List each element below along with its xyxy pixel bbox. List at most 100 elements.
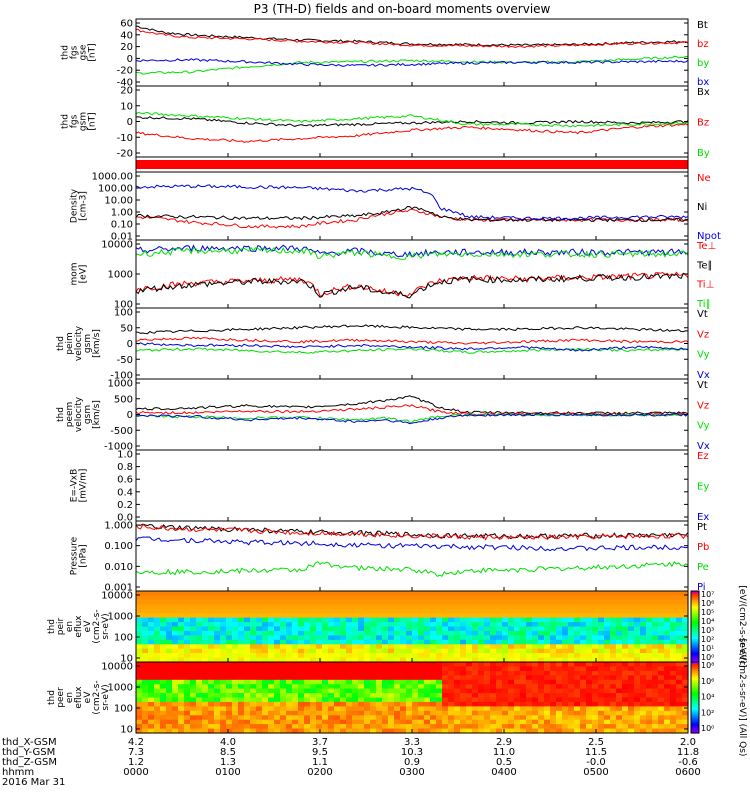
spectrogram-cell — [256, 662, 263, 667]
spectrogram-cell — [280, 622, 287, 628]
spectrogram-cell — [658, 653, 665, 659]
spectrogram-cell — [328, 595, 335, 601]
spectrogram-cell — [316, 706, 323, 712]
spectrogram-cell — [202, 728, 209, 734]
spectrogram-cell — [442, 617, 449, 623]
spectrogram-cell — [364, 626, 371, 632]
spectrogram-cell — [646, 630, 653, 636]
spectrogram-cell — [334, 684, 341, 690]
spectrogram-cell — [268, 701, 275, 707]
spectrogram-cell — [574, 617, 581, 623]
spectrogram-cell — [556, 639, 563, 645]
spectrogram-cell — [610, 679, 617, 685]
spectrogram-cell — [592, 644, 599, 650]
spectrogram-cell — [538, 604, 545, 610]
spectrogram-cell — [424, 639, 431, 645]
spectrogram-cell — [358, 706, 365, 712]
spectrogram-cell — [256, 653, 263, 659]
spectrogram-cell — [670, 728, 677, 734]
spectrogram-cell — [262, 630, 269, 636]
spectrogram-cell — [538, 622, 545, 628]
spectrogram-cell — [208, 644, 215, 650]
spectrogram-cell — [682, 679, 689, 685]
spectrogram-cell — [658, 701, 665, 707]
spectrogram-cell — [538, 679, 545, 685]
spectrogram-cell — [364, 688, 371, 694]
spectrogram-cell — [154, 648, 161, 654]
spectrogram-cell — [586, 648, 593, 654]
spectrogram-cell — [598, 635, 605, 641]
spectrogram-cell — [232, 648, 239, 654]
spectrogram-cell — [268, 684, 275, 690]
spectrogram-cell — [658, 693, 665, 699]
spectrogram-cell — [424, 719, 431, 725]
spectrogram-cell — [382, 675, 389, 681]
spectrogram-cell — [544, 679, 551, 685]
spectrogram-cell — [604, 595, 611, 601]
spectrogram-cell — [418, 715, 425, 721]
spectrogram-cell — [226, 715, 233, 721]
spectrogram-cell — [412, 626, 419, 632]
spectrogram-cell — [286, 724, 293, 730]
spectrogram-cell — [178, 666, 185, 672]
spectrogram-cell — [298, 630, 305, 636]
spectrogram-cell — [568, 599, 575, 605]
spectrogram-cell — [358, 728, 365, 734]
spectrogram-cell — [412, 657, 419, 663]
spectrogram-cell — [658, 670, 665, 676]
spectrogram-cell — [664, 657, 671, 663]
spectrogram-cell — [238, 670, 245, 676]
colorbar-swatch — [691, 624, 699, 628]
spectrogram-cell — [478, 728, 485, 734]
spectrogram-cell — [508, 622, 515, 628]
spectrogram-cell — [454, 701, 461, 707]
spectrogram-cell — [244, 688, 251, 694]
spectrogram-cell — [550, 728, 557, 734]
spectrogram-cell — [676, 613, 683, 619]
spectrogram-cell — [154, 657, 161, 663]
spectrogram-cell — [310, 639, 317, 645]
spectrogram-cell — [364, 622, 371, 628]
spectrogram-cell — [448, 710, 455, 716]
y-axis-label-line: fgs — [70, 45, 80, 59]
colorbar-swatch — [691, 633, 699, 636]
spectrogram-cell — [628, 653, 635, 659]
spectrogram-cell — [616, 719, 623, 725]
spectrogram-cell — [574, 622, 581, 628]
spectrogram-cell — [202, 706, 209, 712]
colorbar-frame — [690, 661, 700, 734]
spectrogram-cell — [322, 653, 329, 659]
series-Vt — [135, 324, 689, 335]
spectrogram-cell — [154, 591, 161, 596]
spectrogram-cell — [490, 657, 497, 663]
legend-Ex: Ex — [697, 512, 709, 523]
spectrogram-cell — [376, 675, 383, 681]
spectrogram-cell — [262, 599, 269, 605]
spectrogram-cell — [274, 706, 281, 712]
spectrogram-cell — [406, 697, 413, 703]
spectrogram-cell — [148, 719, 155, 725]
spectrogram-cell — [508, 697, 515, 703]
spectrogram-cell — [598, 644, 605, 650]
spectrogram-cell — [442, 724, 449, 730]
spectrogram-cell — [682, 626, 689, 632]
spectrogram-cell — [658, 715, 665, 721]
spectrogram-cell — [508, 710, 515, 716]
spectrogram-cell — [364, 697, 371, 703]
spectrogram-cell — [322, 679, 329, 685]
spectrogram-cell — [490, 679, 497, 685]
xaxis-value: 2.0 — [680, 737, 696, 748]
spectrogram-cell — [604, 657, 611, 663]
spectrogram-cell — [604, 604, 611, 610]
spectrogram-cell — [610, 639, 617, 645]
y-axis-label-line: E=-VxB — [70, 469, 80, 503]
spectrogram-cell — [382, 728, 389, 734]
spectrogram-cell — [340, 648, 347, 654]
spectrogram-cell — [538, 613, 545, 619]
spectrogram-cell — [304, 591, 311, 596]
spectrogram-cell — [298, 670, 305, 676]
colorbar-swatch — [691, 603, 699, 606]
spectrogram-cell — [556, 715, 563, 721]
spectrogram-cell — [226, 630, 233, 636]
colorbar-swatch — [691, 623, 699, 626]
